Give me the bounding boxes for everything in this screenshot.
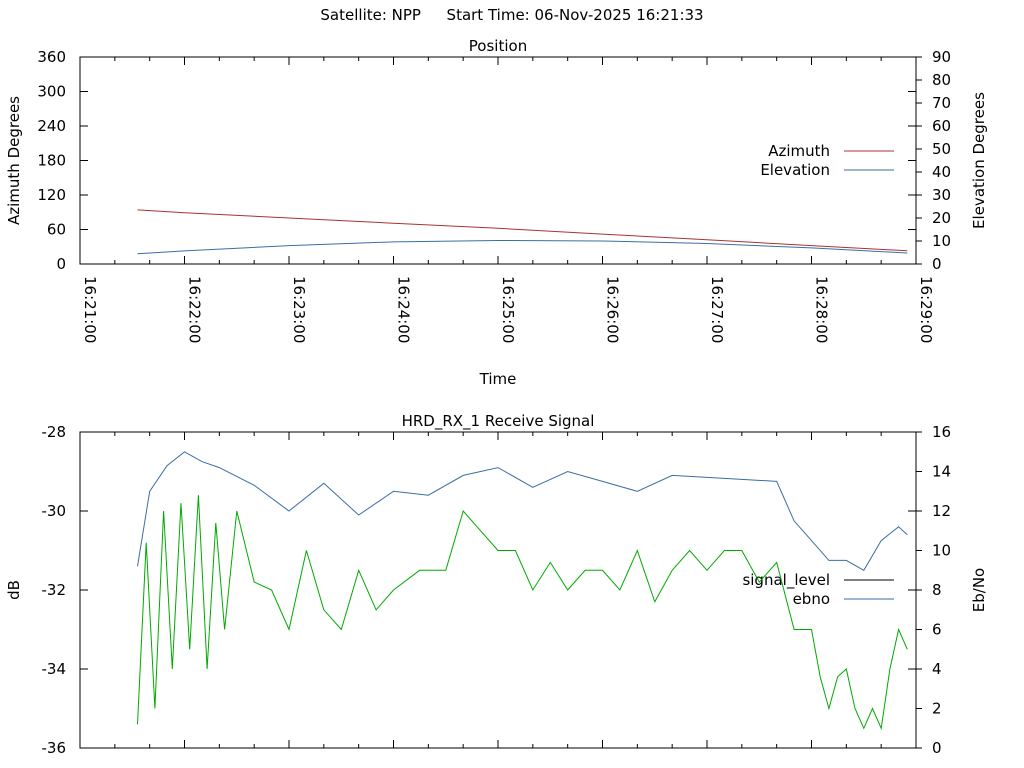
y2-tick-label: 4 [932, 660, 942, 678]
y-axis-label: dB [5, 580, 23, 600]
y-tick-label: 360 [37, 48, 66, 66]
y2-tick-label: 80 [932, 71, 951, 89]
y2-tick-label: 50 [932, 140, 951, 158]
y2-tick-label: 90 [932, 48, 951, 66]
y-tick-label: -28 [42, 423, 67, 441]
y2-tick-label: 0 [932, 255, 942, 273]
y-tick-label: -36 [42, 739, 67, 757]
series-line-ebno [137, 451, 908, 571]
header: Satellite: NPP Start Time: 06-Nov-2025 1… [0, 6, 1024, 24]
chart-title: HRD_RX_1 Receive Signal [402, 412, 595, 431]
y-tick-label: -30 [42, 502, 67, 520]
legend-label: signal_level [742, 571, 830, 590]
plot-frame [79, 431, 917, 749]
x-axis-label: Time [479, 370, 517, 388]
y2-tick-label: 14 [932, 463, 951, 481]
x-tick-label: 16:27:00 [708, 276, 726, 343]
series-line-Azimuth [137, 209, 908, 252]
y2-tick-label: 16 [932, 423, 951, 441]
y2-axis-label: Elevation Degrees [970, 92, 988, 229]
satellite-label: Satellite: NPP [320, 6, 421, 24]
x-tick-label: 16:24:00 [395, 276, 413, 343]
start-time-label: Start Time: 06-Nov-2025 16:21:33 [446, 6, 704, 24]
x-tick-label: 16:29:00 [917, 276, 935, 343]
x-tick-label: 16:23:00 [290, 276, 308, 343]
legend-label: Elevation [760, 161, 830, 179]
series-line-Elevation [137, 239, 908, 255]
x-tick-label: 16:21:00 [81, 276, 99, 343]
y2-tick-label: 0 [932, 739, 942, 757]
y2-tick-label: 40 [932, 163, 951, 181]
y2-tick-label: 70 [932, 94, 951, 112]
y-tick-label: 180 [37, 152, 66, 170]
y2-tick-label: 6 [932, 621, 942, 639]
x-tick-label: 16:22:00 [186, 276, 204, 343]
x-tick-label: 16:25:00 [499, 276, 517, 343]
y-tick-label: 60 [47, 221, 66, 239]
y-tick-label: -32 [42, 581, 67, 599]
series-line-series-2 [137, 495, 908, 731]
y-tick-label: -34 [42, 660, 67, 678]
y2-tick-label: 20 [932, 209, 951, 227]
y-tick-label: 0 [56, 255, 66, 273]
y-tick-label: 300 [37, 83, 66, 101]
legend-label: Azimuth [768, 142, 830, 160]
y2-tick-label: 12 [932, 502, 951, 520]
y-axis-label: Azimuth Degrees [5, 96, 23, 225]
y2-tick-label: 10 [932, 232, 951, 250]
y2-tick-label: 2 [932, 700, 942, 718]
y2-tick-label: 30 [932, 186, 951, 204]
x-tick-label: 16:28:00 [813, 276, 831, 343]
y2-tick-label: 60 [932, 117, 951, 135]
chart-title: Position [469, 37, 527, 55]
y-tick-label: 240 [37, 117, 66, 135]
y2-axis-label: Eb/No [970, 568, 988, 612]
legend-label: ebno [793, 590, 830, 608]
x-tick-label: 16:26:00 [604, 276, 622, 343]
y-tick-label: 120 [37, 186, 66, 204]
y2-tick-label: 10 [932, 542, 951, 560]
y2-tick-label: 8 [932, 581, 942, 599]
